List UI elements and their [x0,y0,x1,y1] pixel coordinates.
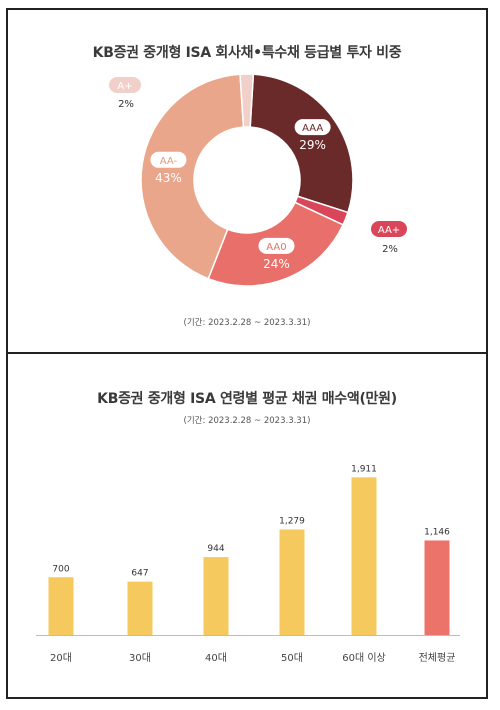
donut-label-aa0-text: AA0 [266,242,286,253]
bar-value-label-5: 1,146 [424,527,450,537]
bar-category-label-5: 전체평균 [419,652,456,664]
bar-0 [48,577,74,635]
donut-label-aa-plus-bg [371,221,407,237]
bar-category-label-0: 20대 [50,652,72,664]
donut-slice-aaa [249,73,354,214]
donut-label-aa0: AA0 [258,237,295,254]
donut-slice-aa- [140,73,245,280]
bar-category-label-4: 60대 이상 [342,652,386,664]
donut-label-aa--bg [150,151,187,168]
bar-value-label-2: 944 [207,544,224,554]
bar-1 [127,581,153,635]
bar-3 [279,529,305,635]
bar-value-label-3: 1,279 [279,516,305,526]
donut-label-aa-: AA- [150,151,187,168]
bar-chart-title: KB증권 중개형 ISA 연령별 평균 채권 매수액(만원) [97,391,397,407]
bar-value-label-0: 700 [52,564,69,574]
donut-slice-a+ [239,73,255,128]
bar-4 [351,477,377,635]
bar-value-label-1: 647 [131,569,148,579]
donut-label-aa--text: AA- [160,156,178,167]
bar-chart-panel: KB증권 중개형 ISA 연령별 평균 채권 매수액(만원) (기간: 2023… [6,354,488,699]
bar-2 [203,557,229,635]
bar-value-label-4: 1,911 [351,464,377,474]
donut-value-aa-plus: 2% [382,244,398,255]
donut-chart-period: (기간: 2023.2.28 ~ 2023.3.31) [183,318,311,328]
donut-label-aaa-text: AAA [302,123,323,134]
donut-label-aa-plus-text: AA+ [378,225,400,236]
donut-chart-panel: KB증권 중개형 ISA 회사채•특수채 등급별 투자 비중 AAA 29% AA0… [6,8,488,354]
donut-label-aa-plus: AA+ [371,221,407,237]
donut-value-aa0: 24% [263,257,290,271]
donut-label-a-plus-bg [109,77,141,93]
bar-5 [424,540,450,635]
donut-value-aa-: 43% [155,171,182,185]
donut-label-aa0-bg [258,237,295,254]
bar-category-label-3: 50대 [281,652,303,664]
donut-label-a-plus-text: A+ [117,81,132,92]
donut-chart: AAA 29% AA0 24% AA- 43% AA+ 2% A+ 2% [109,73,407,287]
donut-label-a-plus: A+ [109,77,141,93]
bar-category-label-2: 40대 [205,652,227,664]
bar-chart-period: (기간: 2023.2.28 ~ 2023.3.31) [183,416,311,426]
bar-chart: 700 20대 647 30대 944 40대 1,279 50대 1,911 60대 이상 1,1… [36,464,460,664]
donut-label-aaa-bg [294,119,331,136]
bar-category-label-1: 30대 [129,652,151,664]
donut-chart-title: KB증권 중개형 ISA 회사채•특수채 등급별 투자 비중 [92,45,402,61]
donut-value-a-plus: 2% [118,99,134,110]
donut-value-aaa: 29% [299,138,326,152]
donut-label-aaa: AAA [294,119,331,136]
